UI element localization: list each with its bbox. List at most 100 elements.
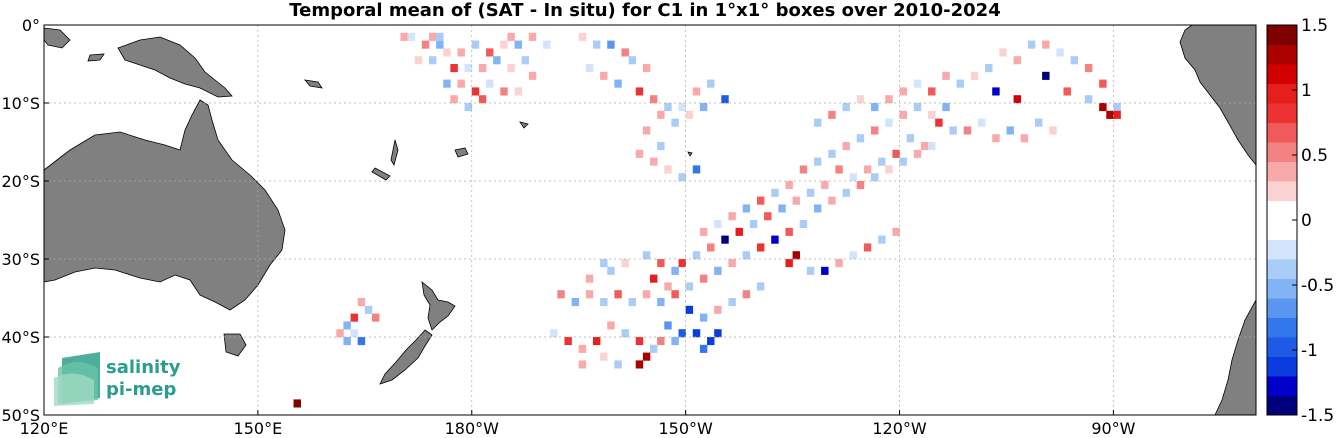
land-island-caledonia: [371, 167, 391, 181]
colorbar-segment: [1267, 103, 1297, 123]
heatmap-cell: [357, 337, 366, 346]
heatmap-cell: [799, 220, 808, 229]
heatmap-cell: [1106, 110, 1114, 119]
heatmap-cell: [714, 266, 722, 275]
heatmap-cell: [806, 188, 815, 197]
heatmap-cell: [657, 142, 665, 151]
heatmap-cell: [371, 313, 380, 322]
heatmap-cell: [478, 95, 487, 104]
heatmap-cell: [714, 329, 722, 338]
heatmap-cell: [913, 79, 922, 88]
heatmap-cell: [728, 212, 736, 221]
heatmap-cell: [486, 48, 494, 57]
heatmap-cell: [664, 103, 672, 112]
heatmap-cell: [500, 87, 508, 96]
heatmap-cell: [985, 64, 993, 73]
heatmap-cell: [635, 149, 644, 158]
heatmap-cell: [514, 40, 522, 49]
heatmap-cell: [856, 181, 865, 190]
heatmap-cell: [749, 220, 758, 229]
heatmap-cell: [735, 227, 743, 236]
heatmap-cell: [806, 266, 815, 275]
heatmap-cell: [799, 165, 808, 174]
land-island-east: [519, 121, 529, 129]
heatmap-cell: [792, 251, 801, 260]
colorbar-tick-label: -0.5: [1301, 276, 1334, 296]
heatmap-cell: [892, 149, 900, 158]
heatmap-cell: [464, 64, 473, 73]
colorbar-ticks: 1.5 1 0.5 0 -0.5 -1 -1.5: [1292, 16, 1334, 426]
heatmap-cell: [899, 110, 907, 119]
land-island-vanuatu: [390, 139, 399, 167]
heatmap-cell: [1099, 79, 1107, 88]
land-south-america: [1179, 24, 1257, 167]
colorbar-segment: [1267, 220, 1297, 240]
heatmap-cell: [728, 259, 736, 268]
heatmap-cell: [600, 352, 608, 361]
heatmap-cell: [771, 188, 779, 197]
x-tick-label: 120°W: [872, 419, 927, 438]
x-tick-label: 150°W: [658, 419, 713, 438]
y-tick-label: 50°S: [1, 406, 40, 425]
heatmap-cell: [621, 259, 629, 268]
heatmap-cell: [871, 103, 879, 112]
heatmap-cell: [1013, 56, 1022, 65]
logo-line1: salinity: [106, 357, 181, 378]
heatmap-cell: [350, 329, 358, 338]
heatmap-cell: [699, 313, 708, 322]
heatmap-cell: [913, 149, 922, 158]
heatmap-cell: [493, 56, 501, 65]
heatmap-cell: [457, 79, 465, 88]
colorbar-segment: [1267, 44, 1297, 65]
heatmap-cell: [949, 126, 957, 135]
heatmap-cell: [692, 165, 701, 174]
colorbar-segment: [1267, 181, 1297, 201]
heatmap-cell: [428, 32, 437, 41]
heatmap-cell: [842, 142, 850, 151]
colorbar-segment: [1267, 142, 1297, 162]
heatmap-cell: [443, 48, 451, 57]
heatmap-cell: [714, 305, 722, 314]
heatmap-cell: [764, 212, 772, 221]
colorbar-segment: [1267, 356, 1297, 377]
heatmap-cell: [828, 110, 836, 119]
heatmap-cell: [678, 103, 686, 112]
heatmap-cell: [478, 64, 487, 73]
colorbar-segment: [1267, 122, 1297, 143]
heatmap-cell: [692, 329, 701, 338]
heatmap-cell: [942, 103, 950, 112]
heatmap-cell: [1042, 40, 1050, 49]
heatmap-cell: [1113, 110, 1121, 119]
heatmap-cell: [785, 227, 793, 236]
heatmap-cell: [628, 56, 637, 65]
heatmap-cell: [457, 48, 465, 57]
heatmap-cell: [699, 103, 708, 112]
heatmap-cell: [635, 337, 644, 346]
x-tick-label: 150°E: [234, 419, 283, 438]
heatmap-cell: [664, 282, 672, 291]
heatmap-cell: [671, 290, 679, 299]
heatmap-cell: [1027, 40, 1036, 49]
heatmap-cell: [607, 266, 615, 275]
heatmap-cell: [343, 337, 351, 346]
heatmap-cell: [528, 71, 537, 80]
heatmap-cell: [1042, 71, 1050, 80]
heatmap-cell: [650, 344, 658, 353]
heatmap-cell: [1099, 103, 1107, 112]
heatmap-cell: [657, 298, 665, 307]
heatmap-cell: [928, 110, 936, 119]
heatmap-cell: [821, 266, 829, 275]
heatmap-cell: [1063, 87, 1071, 96]
heatmap-cell: [756, 282, 765, 291]
colorbar-segment: [1267, 317, 1297, 338]
heatmap-cell: [657, 259, 665, 268]
heatmap-cell: [671, 118, 679, 127]
heatmap-cell: [828, 196, 836, 205]
heatmap-cell: [514, 87, 522, 96]
y-axis-ticks: 0° 10°S 20°S 30°S 40°S 50°S: [1, 16, 49, 425]
land-island-fiji: [454, 147, 469, 158]
heatmap-cell: [992, 87, 1000, 96]
heatmap-cell: [685, 110, 694, 119]
heatmap-cell: [785, 181, 793, 190]
heatmap-cell: [913, 103, 922, 112]
